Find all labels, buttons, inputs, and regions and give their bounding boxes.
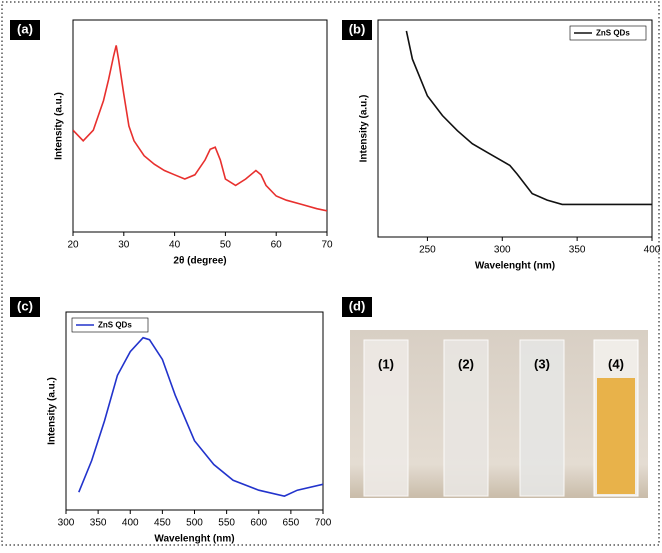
x-tick-label: 550 bbox=[218, 518, 235, 529]
x-tick-label: 20 bbox=[67, 240, 79, 251]
legend-box bbox=[569, 25, 647, 41]
plot-frame bbox=[72, 19, 328, 233]
x-tick-label: 650 bbox=[283, 518, 300, 529]
y-axis-label: Intensity (a.u.) bbox=[47, 377, 58, 445]
x-tick-label: 60 bbox=[271, 240, 283, 251]
legend-label: ZnS QDs bbox=[596, 29, 630, 38]
panel-label-box bbox=[342, 20, 372, 40]
x-tick-label: 300 bbox=[494, 245, 511, 256]
x-tick-label: 50 bbox=[220, 240, 232, 251]
x-tick-label: 700 bbox=[315, 518, 332, 529]
plot-frame bbox=[377, 19, 653, 238]
legend-label: ZnS QDs bbox=[98, 321, 132, 330]
x-tick-label: 500 bbox=[186, 518, 203, 529]
data-line bbox=[405, 30, 652, 206]
x-axis-label: Wavelenght (nm) bbox=[154, 534, 234, 545]
panel-label-box bbox=[10, 297, 40, 317]
panel-label: (d) bbox=[349, 298, 366, 313]
panel-label-box bbox=[10, 20, 40, 40]
x-tick-label: 250 bbox=[419, 245, 436, 256]
panel-label: (b) bbox=[349, 21, 366, 36]
cuvette bbox=[519, 339, 565, 497]
x-tick-label: 70 bbox=[321, 240, 333, 251]
x-tick-label: 40 bbox=[169, 240, 181, 251]
panel-label-box bbox=[342, 297, 372, 317]
data-line bbox=[78, 336, 323, 497]
photo-label: (3) bbox=[534, 356, 550, 371]
photo-label: (2) bbox=[458, 356, 474, 371]
x-tick-label: 350 bbox=[90, 518, 107, 529]
panel-label: (c) bbox=[17, 298, 33, 313]
x-axis-label: 2θ (degree) bbox=[173, 256, 226, 267]
panel-label: (a) bbox=[17, 21, 33, 36]
cuvette bbox=[363, 339, 409, 497]
data-line bbox=[73, 45, 327, 212]
y-axis-label: Intensity (a.u.) bbox=[359, 95, 370, 163]
x-tick-label: 400 bbox=[644, 245, 661, 256]
x-tick-label: 350 bbox=[569, 245, 586, 256]
y-axis-label: Intensity (a.u.) bbox=[54, 92, 65, 160]
cuvette bbox=[443, 339, 489, 497]
plot-frame bbox=[65, 311, 324, 511]
photo bbox=[350, 330, 648, 498]
x-tick-label: 450 bbox=[154, 518, 171, 529]
x-tick-label: 400 bbox=[122, 518, 139, 529]
legend-box bbox=[71, 317, 149, 333]
x-tick-label: 600 bbox=[250, 518, 267, 529]
x-tick-label: 30 bbox=[118, 240, 130, 251]
x-axis-label: Wavelenght (nm) bbox=[475, 261, 555, 272]
photo-label: (1) bbox=[378, 356, 394, 371]
cuvette-liquid bbox=[597, 378, 635, 494]
photo-label: (4) bbox=[608, 356, 624, 371]
x-tick-label: 300 bbox=[58, 518, 75, 529]
